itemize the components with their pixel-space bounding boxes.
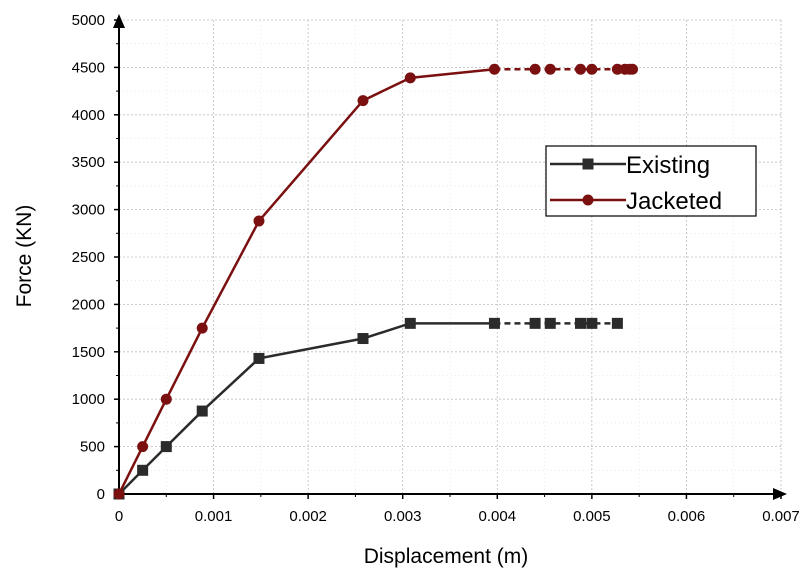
series-line <box>117 68 495 495</box>
x-tick-label: 0.006 <box>668 508 706 525</box>
y-tick-label: 2500 <box>72 249 105 266</box>
x-tick-label: 0.001 <box>195 508 233 525</box>
data-point <box>544 317 556 329</box>
data-point <box>611 63 623 75</box>
data-point <box>586 63 598 75</box>
y-tick-label: 0 <box>97 486 105 503</box>
y-tick-label: 1500 <box>72 344 105 361</box>
data-point <box>627 63 639 75</box>
y-tick-label: 3500 <box>72 154 105 171</box>
data-point <box>113 488 125 500</box>
legend: Existing Jacketed <box>545 145 757 217</box>
data-point <box>529 63 541 75</box>
y-tick-label: 5000 <box>72 12 105 29</box>
data-point <box>404 317 416 329</box>
data-point <box>253 352 265 364</box>
x-tick-label: 0.002 <box>289 508 327 525</box>
data-point <box>357 333 369 345</box>
y-tick-label: 2000 <box>72 296 105 313</box>
x-axis-arrow <box>773 488 787 500</box>
data-point <box>404 72 416 84</box>
data-point <box>160 393 172 405</box>
data-point <box>160 441 172 453</box>
data-point <box>196 322 208 334</box>
x-tick-label: 0 <box>115 508 123 525</box>
y-tick-label: 4500 <box>72 59 105 76</box>
data-point <box>529 317 541 329</box>
ticks: 0 0.001 0.002 0.003 0.004 0.005 0.006 0.007 0 500… <box>72 12 800 525</box>
data-point <box>488 317 500 329</box>
x-tick-label: 0.005 <box>573 508 611 525</box>
legend-marker <box>582 194 594 206</box>
data-point <box>586 317 598 329</box>
axes <box>113 14 787 500</box>
y-axis-label: Force (KN) <box>13 205 36 308</box>
legend-marker <box>582 158 594 170</box>
legend-label: Existing <box>626 152 710 179</box>
y-tick-label: 4000 <box>72 107 105 124</box>
x-tick-label: 0.004 <box>479 508 517 525</box>
x-tick-label: 0.003 <box>384 508 422 525</box>
y-tick-label: 500 <box>80 439 105 456</box>
data-point <box>544 63 556 75</box>
series-line <box>118 322 495 495</box>
data-point <box>575 63 587 75</box>
data-point <box>137 464 149 476</box>
grid <box>119 19 782 494</box>
series-layer <box>113 63 639 500</box>
y-tick-label: 1000 <box>72 391 105 408</box>
x-axis-label: Displacement (m) <box>364 545 529 568</box>
data-point <box>575 317 587 329</box>
data-point <box>196 405 208 417</box>
x-tick-label: 0.007 <box>762 508 800 525</box>
data-point <box>137 441 149 453</box>
legend-label: Jacketed <box>626 188 722 215</box>
data-point <box>611 317 623 329</box>
series-jacketed <box>113 63 639 500</box>
data-point <box>253 215 265 227</box>
y-tick-label: 3000 <box>72 202 105 219</box>
data-point <box>488 63 500 75</box>
data-point <box>357 95 369 107</box>
series-existing <box>113 317 623 500</box>
legend-box <box>545 145 757 217</box>
y-axis-arrow <box>113 14 125 28</box>
